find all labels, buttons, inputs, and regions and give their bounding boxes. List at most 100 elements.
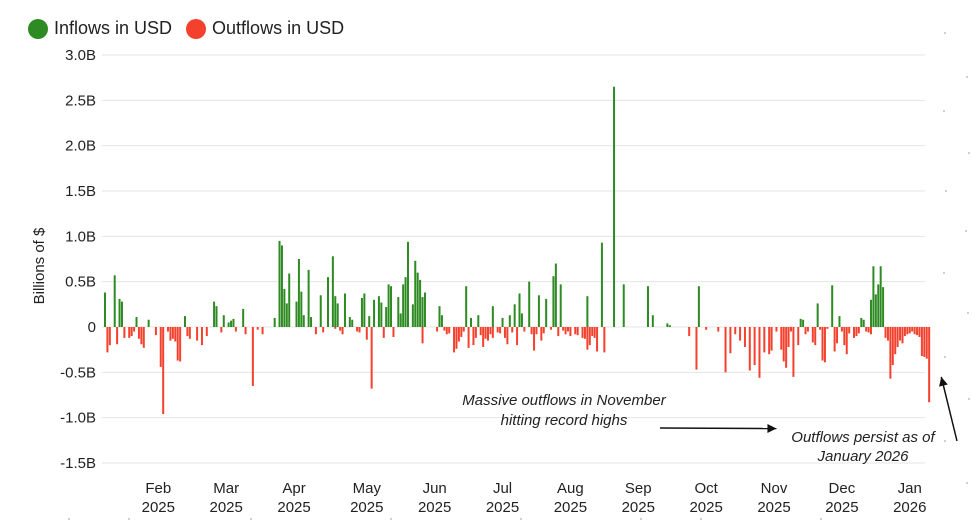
outflow-bar xyxy=(916,327,919,336)
outflow-bar xyxy=(472,327,475,346)
outflow-bar xyxy=(503,327,506,338)
outflow-bar xyxy=(455,327,458,349)
outflow-bar xyxy=(896,327,899,347)
inflow-bar xyxy=(440,315,443,327)
y-tick-label: 1.0B xyxy=(65,228,96,245)
inflow-bar xyxy=(491,306,494,327)
outflow-bar xyxy=(576,327,579,336)
inflow-bar xyxy=(545,298,548,327)
x-tick-year: 2025 xyxy=(825,499,858,516)
x-tick-year: 2025 xyxy=(486,499,519,516)
outflow-bar xyxy=(814,327,817,346)
outflow-bar xyxy=(453,327,456,353)
inflow-bar xyxy=(802,319,805,327)
inflow-bar xyxy=(135,317,138,327)
x-tick-month: Dec xyxy=(829,480,856,497)
outflow-bar xyxy=(923,327,926,357)
inflow-bar xyxy=(600,242,603,327)
outflow-bar xyxy=(603,327,606,353)
y-tick-label: 1.5B xyxy=(65,183,96,200)
inflow-bar xyxy=(327,277,330,327)
x-tick-year: 2025 xyxy=(350,499,383,516)
outflow-bar xyxy=(928,327,931,403)
outflow-bar xyxy=(865,327,868,332)
outflow-bar xyxy=(106,327,109,353)
outflow-bar xyxy=(339,327,342,331)
outflow-bar xyxy=(562,327,565,331)
outflow-bar xyxy=(911,327,914,332)
outflow-bar xyxy=(137,327,140,339)
inflow-bar xyxy=(402,284,405,327)
outflow-bar xyxy=(901,327,904,344)
outflow-bar xyxy=(782,327,785,362)
annotation-text: Massive outflows in November xyxy=(462,392,666,409)
legend-label-inflows: Inflows in USD xyxy=(54,18,173,38)
outflow-bar xyxy=(785,327,788,368)
inflow-bar xyxy=(377,296,380,327)
outflow-bar xyxy=(826,327,829,329)
inflow-bar xyxy=(651,315,654,327)
x-tick-month: Jul xyxy=(493,480,512,497)
y-axis-label: Billions of $ xyxy=(31,227,48,304)
outflow-bar xyxy=(256,327,259,330)
outflow-bar xyxy=(891,327,894,366)
inflow-bar xyxy=(419,279,422,327)
outflow-bar xyxy=(123,327,126,338)
outflow-bar xyxy=(489,327,492,335)
inflow-bar xyxy=(416,272,419,327)
decor-dot xyxy=(968,398,970,400)
outflow-bar xyxy=(593,327,596,338)
outflow-bar xyxy=(853,327,856,338)
decor-dot xyxy=(944,32,946,34)
outflow-bar xyxy=(443,327,446,331)
inflow-bar xyxy=(120,301,123,327)
annotations: Massive outflows in November hitting reco… xyxy=(462,376,958,465)
inflow-bar xyxy=(421,297,424,327)
outflow-bar xyxy=(176,327,179,361)
outflow-bar xyxy=(261,327,264,335)
x-tick-month: Nov xyxy=(761,480,788,497)
inflow-bar xyxy=(465,286,468,327)
outflow-bar xyxy=(533,327,536,351)
inflow-bar xyxy=(300,291,303,327)
x-tick-month: Sep xyxy=(625,480,652,497)
outflow-bar xyxy=(908,327,911,334)
decor-dot xyxy=(390,518,392,520)
outflow-bar xyxy=(811,327,814,343)
outflow-bar xyxy=(848,327,851,334)
decor-dot xyxy=(128,518,130,520)
inflow-bar xyxy=(508,315,511,327)
x-tick-month: Jan xyxy=(898,480,922,497)
outflow-bar xyxy=(889,327,892,379)
outflow-bar xyxy=(448,327,451,334)
inflow-bar xyxy=(838,316,841,327)
outflow-bar xyxy=(857,327,860,334)
legend-item-outflows[interactable]: Outflows in USD xyxy=(186,18,344,39)
outflow-bar xyxy=(154,327,157,336)
inflow-bar xyxy=(113,275,116,327)
outflow-bar xyxy=(535,327,538,335)
outflow-bar xyxy=(174,327,177,342)
bars xyxy=(104,86,931,415)
outflow-bar xyxy=(821,327,824,361)
inflow-bar xyxy=(331,256,334,327)
outflow-bar xyxy=(780,327,783,350)
decor-dot xyxy=(943,272,945,274)
inflow-bar xyxy=(227,322,230,327)
outflow-bar xyxy=(596,327,599,352)
inflow-bar xyxy=(862,319,865,327)
outflow-bar xyxy=(550,327,553,330)
inflow-bar xyxy=(390,286,393,327)
inflow-bar xyxy=(373,299,376,327)
inflow-bar xyxy=(310,317,313,327)
legend-item-inflows[interactable]: Inflows in USD xyxy=(28,18,172,39)
outflow-bar xyxy=(244,327,247,335)
inflow-bar xyxy=(879,266,882,327)
outflow-bar xyxy=(591,327,594,337)
outflow-bar xyxy=(925,327,928,359)
decor-dot xyxy=(250,518,252,520)
inflow-bar xyxy=(877,284,880,327)
outflow-bar xyxy=(130,327,133,337)
x-tick-month: Apr xyxy=(282,480,305,497)
x-tick-month: Oct xyxy=(694,480,718,497)
